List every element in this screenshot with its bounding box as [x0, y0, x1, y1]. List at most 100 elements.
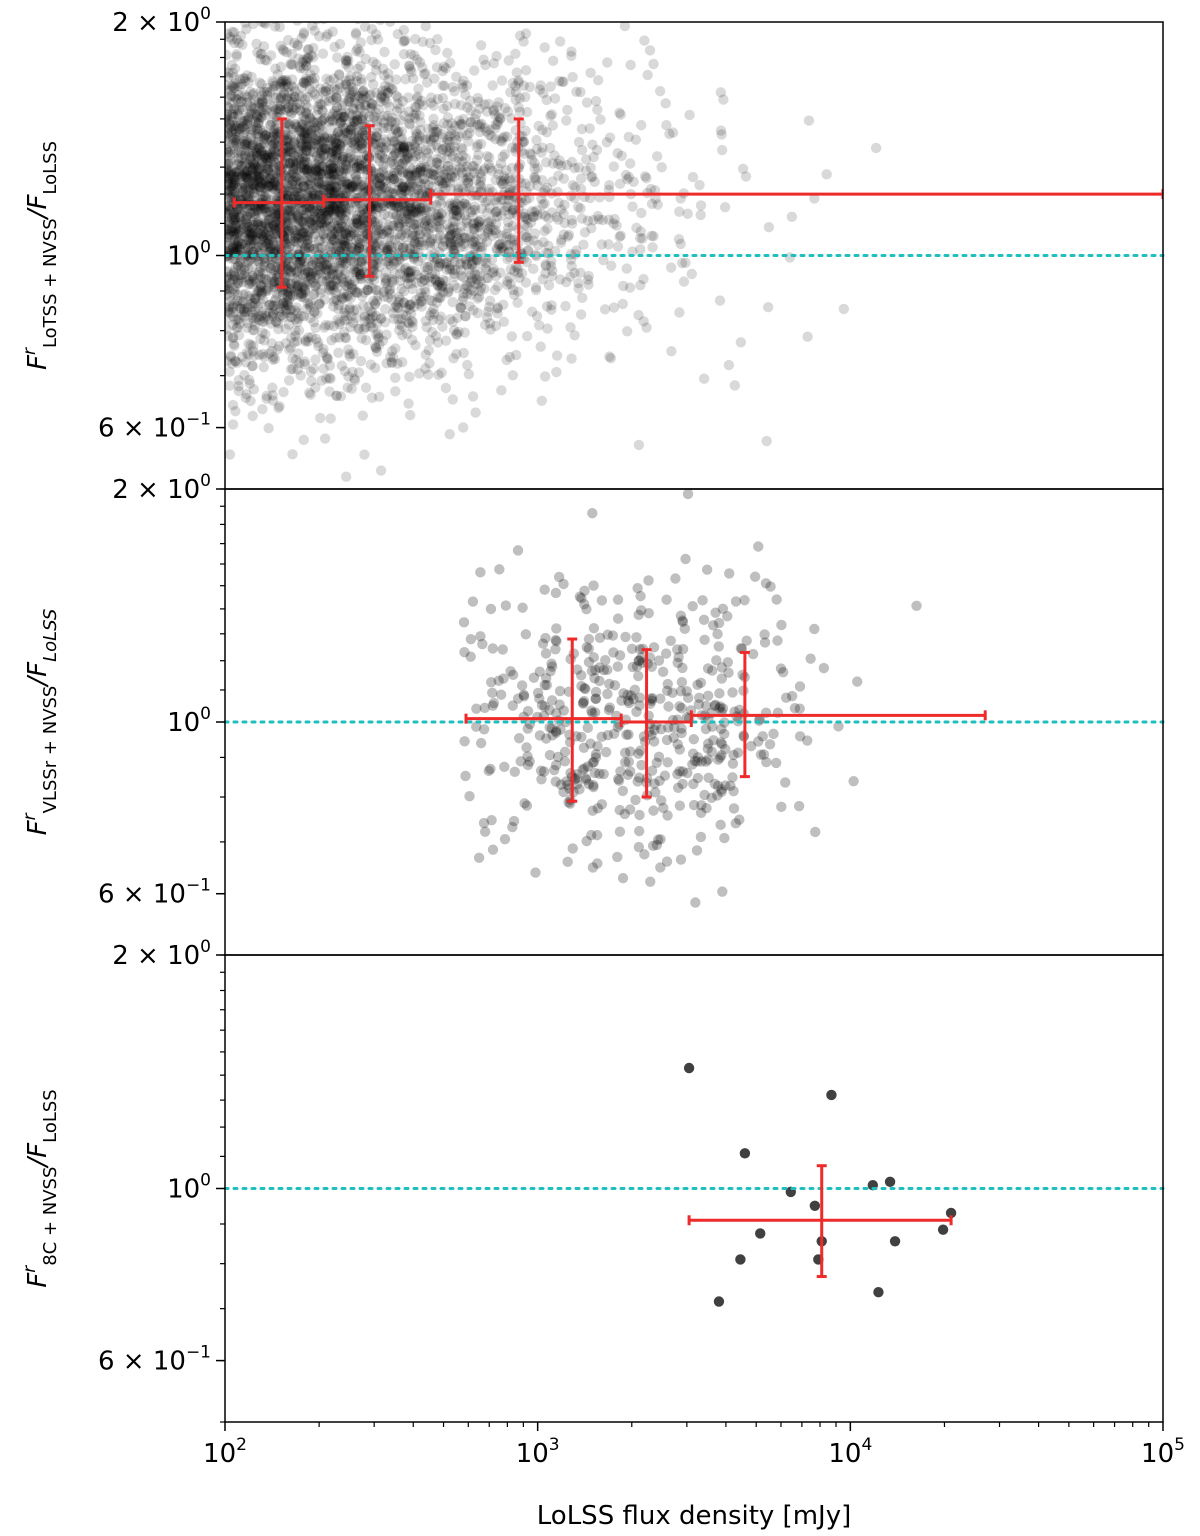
- data-point: [481, 257, 492, 269]
- data-point: [255, 176, 266, 187]
- data-point: [242, 234, 254, 246]
- data-point: [304, 183, 315, 195]
- data-point: [387, 84, 398, 95]
- data-point: [630, 794, 641, 806]
- data-point: [474, 241, 486, 253]
- data-point: [237, 289, 249, 300]
- data-point: [260, 228, 271, 239]
- data-point: [528, 263, 539, 275]
- data-point: [267, 109, 279, 120]
- data-point: [256, 239, 268, 251]
- data-point: [336, 208, 347, 219]
- data-point: [331, 204, 342, 215]
- data-point: [389, 200, 400, 211]
- data-point: [369, 298, 381, 309]
- data-point: [497, 644, 508, 655]
- data-point: [530, 867, 541, 878]
- data-point: [269, 22, 281, 32]
- data-point: [228, 179, 239, 191]
- data-point: [352, 214, 363, 225]
- data-point: [372, 177, 383, 188]
- data-point: [666, 346, 677, 357]
- data-point: [298, 311, 310, 322]
- data-point: [330, 183, 342, 194]
- data-point: [237, 104, 249, 115]
- data-point: [377, 240, 389, 251]
- data-point: [432, 292, 444, 303]
- data-point: [246, 71, 257, 83]
- data-point: [467, 236, 479, 247]
- data-point: [399, 185, 410, 197]
- data-point: [289, 186, 301, 197]
- data-point: [241, 10, 251, 20]
- data-point: [762, 302, 774, 313]
- data-point: [447, 81, 458, 93]
- data-point: [301, 53, 312, 65]
- data-point: [459, 232, 470, 244]
- data-point: [347, 109, 358, 121]
- data-point: [310, 280, 321, 291]
- data-point: [339, 304, 351, 315]
- data-point: [382, 122, 393, 134]
- data-point: [239, 261, 251, 273]
- data-point: [662, 757, 673, 768]
- data-point: [245, 161, 256, 173]
- data-point: [498, 316, 510, 328]
- data-point: [316, 183, 327, 195]
- data-point: [755, 749, 767, 760]
- data-point: [587, 171, 598, 182]
- data-point: [310, 354, 321, 365]
- data-point: [272, 181, 283, 192]
- data-point: [465, 95, 476, 107]
- data-point: [654, 85, 666, 97]
- data-point: [359, 309, 371, 321]
- data-point: [265, 50, 277, 61]
- data-point: [803, 115, 815, 126]
- data-point: [437, 129, 448, 140]
- data-point: [536, 395, 547, 406]
- data-point: [411, 174, 422, 186]
- data-point: [331, 245, 342, 257]
- data-point: [397, 182, 408, 193]
- data-point: [428, 174, 439, 185]
- data-point: [676, 257, 688, 269]
- data-point: [282, 182, 294, 193]
- data-point: [251, 289, 262, 300]
- data-point: [281, 271, 292, 282]
- data-point: [584, 123, 595, 134]
- data-point: [456, 128, 468, 139]
- data-point: [549, 93, 561, 104]
- data-point: [464, 791, 475, 802]
- data-point: [299, 164, 310, 176]
- data-point: [340, 228, 352, 239]
- data-point: [240, 288, 251, 300]
- data-point: [457, 422, 469, 433]
- data-point: [487, 844, 499, 855]
- data-point: [293, 146, 304, 157]
- data-point: [581, 603, 592, 615]
- data-point: [318, 344, 329, 355]
- data-point: [336, 360, 348, 371]
- data-point: [559, 217, 570, 229]
- data-point: [245, 86, 256, 98]
- data-point: [484, 301, 495, 313]
- data-point: [441, 100, 453, 112]
- data-point: [464, 171, 476, 182]
- data-point: [404, 243, 415, 254]
- data-point: [444, 428, 455, 440]
- data-point: [675, 854, 687, 865]
- data-point: [326, 180, 337, 191]
- data-point: [390, 372, 401, 384]
- data-point: [716, 673, 728, 684]
- data-point: [420, 363, 431, 374]
- data-point: [327, 108, 339, 120]
- data-point: [315, 83, 326, 94]
- data-point: [251, 150, 262, 161]
- data-point: [347, 222, 358, 233]
- data-point: [375, 313, 386, 324]
- data-point: [541, 157, 552, 168]
- data-point: [496, 194, 507, 205]
- data-point: [493, 239, 505, 251]
- data-point: [394, 262, 406, 273]
